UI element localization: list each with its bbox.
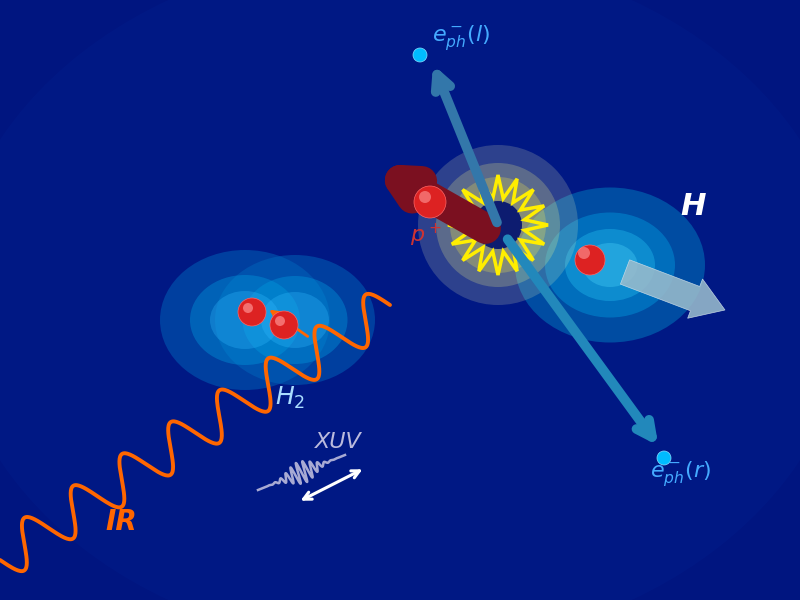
Circle shape — [275, 316, 285, 326]
Text: $e^-_{ph}$$(l)$: $e^-_{ph}$$(l)$ — [432, 24, 490, 53]
Text: H: H — [680, 192, 706, 221]
Ellipse shape — [565, 229, 655, 301]
Circle shape — [657, 451, 671, 465]
FancyArrow shape — [620, 260, 725, 318]
Circle shape — [243, 303, 253, 313]
Circle shape — [575, 245, 605, 275]
Ellipse shape — [210, 291, 280, 349]
Text: $e^-_{ph}$$(r)$: $e^-_{ph}$$(r)$ — [650, 460, 711, 489]
Text: $H_2$: $H_2$ — [275, 385, 305, 411]
Circle shape — [474, 201, 522, 249]
Circle shape — [436, 163, 560, 287]
Ellipse shape — [545, 212, 675, 317]
Text: IR: IR — [105, 508, 137, 536]
Circle shape — [270, 311, 298, 339]
Ellipse shape — [242, 276, 347, 364]
Circle shape — [419, 191, 431, 203]
Ellipse shape — [160, 250, 330, 390]
Text: $p^+$: $p^+$ — [410, 221, 442, 249]
Circle shape — [238, 298, 266, 326]
Circle shape — [578, 247, 590, 259]
Circle shape — [413, 48, 427, 62]
Text: XUV: XUV — [315, 432, 362, 452]
Ellipse shape — [261, 292, 329, 348]
Circle shape — [414, 186, 446, 218]
Circle shape — [418, 145, 578, 305]
Ellipse shape — [190, 275, 300, 365]
Ellipse shape — [215, 255, 375, 385]
Ellipse shape — [582, 243, 638, 287]
Circle shape — [450, 177, 546, 273]
Ellipse shape — [515, 187, 705, 343]
